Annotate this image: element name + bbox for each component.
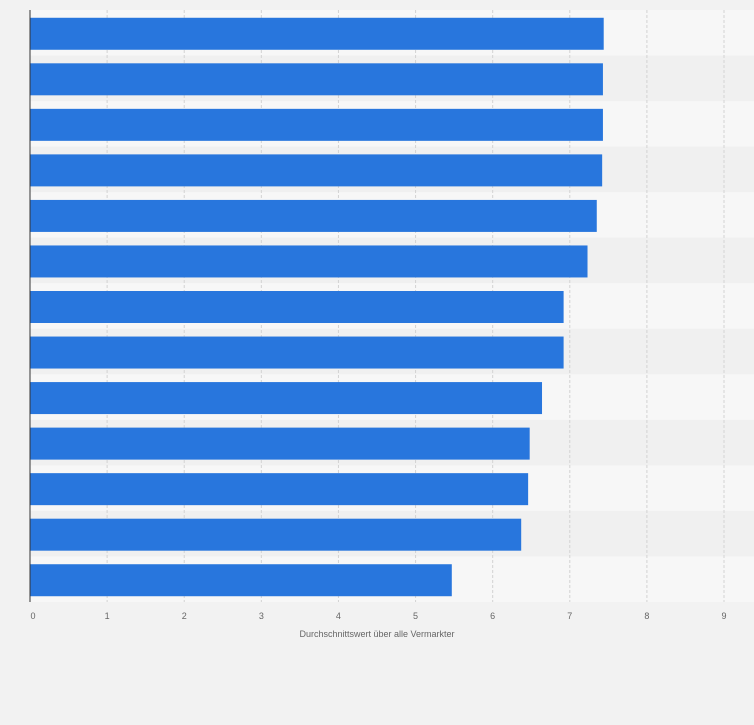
bar[interactable] <box>30 199 597 232</box>
bar[interactable] <box>30 108 603 141</box>
bar[interactable] <box>30 291 564 323</box>
bar[interactable] <box>30 382 543 415</box>
x-tick-label: 2 <box>182 611 187 621</box>
bar[interactable] <box>30 63 603 96</box>
x-tick-label: 7 <box>567 611 572 621</box>
bar[interactable] <box>30 473 529 506</box>
x-tick-label: 6 <box>490 611 495 621</box>
x-axis-ticks: 0 1 2 3 4 5 6 7 8 9 <box>30 611 726 621</box>
x-tick-label: 8 <box>644 611 649 621</box>
bar[interactable] <box>30 336 564 369</box>
x-tick-label: 3 <box>259 611 264 621</box>
x-tick-label: 5 <box>413 611 418 621</box>
x-axis-label: Durchschnittswert über alle Vermarkter <box>299 629 454 639</box>
bar[interactable] <box>30 245 588 278</box>
bar[interactable] <box>30 154 603 187</box>
bar[interactable] <box>30 518 522 551</box>
x-tick-label: 4 <box>336 611 341 621</box>
bar[interactable] <box>30 564 452 597</box>
x-tick-label: 0 <box>30 611 35 621</box>
x-tick-label: 1 <box>105 611 110 621</box>
x-tick-label: 9 <box>721 611 726 621</box>
bar[interactable] <box>30 17 604 50</box>
bar[interactable] <box>30 427 530 460</box>
bar-series <box>30 17 604 597</box>
